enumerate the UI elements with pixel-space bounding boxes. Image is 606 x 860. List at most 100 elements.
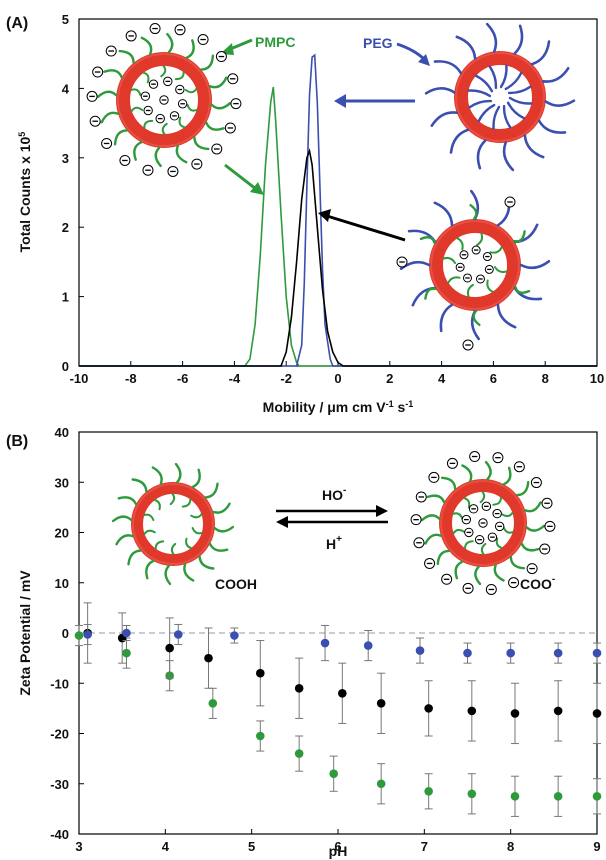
polymer-chain [212,502,231,514]
point-mixed [376,699,386,708]
point-peg [173,630,183,639]
a-xtick-label: -4 [229,371,241,386]
panel-a-ylabel: Total Counts x 105 [17,132,33,253]
point-peg [363,641,373,650]
membrane [131,482,215,566]
b-xtick-label: 4 [162,839,170,854]
a-ytick-label: 3 [62,151,69,166]
point-pmpc [255,731,265,741]
polymer-chain [485,22,498,53]
polymer-chain [489,246,503,254]
polymer-chain [502,104,512,129]
polymer-chain [178,116,186,129]
polymer-chain [184,88,198,94]
b-xtick-label: 8 [507,839,514,854]
b-ytick-label: -40 [50,827,69,842]
point-pmpc [592,792,602,801]
polymer-chain [133,141,143,161]
polymer-chain [143,119,154,129]
polymer-chain [210,102,232,110]
point-mixed [165,643,174,653]
point-mixed [467,706,477,716]
polymer-chain [513,230,526,243]
a-ytick-label: 0 [62,359,69,374]
polymer-chain [169,493,176,506]
polymer-chain [477,103,496,123]
polymer-chain [430,111,459,127]
polymer-chain [411,286,437,307]
polymer-chain [520,542,540,552]
polymer-chain [541,67,570,83]
polymer-chain [472,309,481,326]
polymer-chain [495,537,503,549]
point-mixed [553,706,563,716]
polymer-chain [145,559,155,580]
polymer-chain [130,106,144,112]
membrane [429,219,521,311]
point-pmpc [510,792,520,801]
polymer-chain [419,236,436,245]
membrane [116,52,212,148]
polymer-chain [204,482,219,499]
polymer-chain [447,276,461,284]
polymer-chain [127,549,142,566]
polymer-chain [183,563,195,582]
panel-a-xlabel: Mobility / μm cm V-1 s-1 [263,399,414,415]
panel-a-ticks: -10 -8 -6 -4 -2 0 2 4 6 8 10 0 1 2 3 4 5 [62,12,604,386]
panel-b-vesicle-illustrations [111,451,556,595]
panel-b-chart: 3 4 5 6 7 8 9 -40 -30 -20 -10 0 10 20 30 40 pH Zeta Pot… [17,425,602,859]
polymer-chain [467,89,492,98]
polymer-chain [174,462,182,484]
polymer-chain [426,494,446,504]
a-xtick-label: 4 [438,371,446,386]
point-pmpc [122,648,131,658]
polymer-chain [480,542,487,555]
membrane-highlight [440,480,526,566]
mixed-vesicle-illustration [396,189,551,351]
point-pmpc [208,699,218,708]
polymer-chain [436,549,451,566]
polymer-chain [200,54,215,71]
panel-b-ylabel: Zeta Potential / mV [17,570,33,696]
point-pmpc [376,779,386,789]
panel-b-xlabel: pH [329,843,348,859]
membrane-highlight [430,220,520,310]
polymer-chain [115,534,134,546]
peg-annotation: PEG [363,35,393,51]
membrane-highlight [132,483,214,565]
polymer-chain [502,141,515,172]
point-peg [122,628,131,638]
pmpc-peak-arrow [224,163,264,195]
polymer-chain [154,499,161,511]
point-mixed [510,709,520,718]
polymer-chain [208,542,229,552]
polymer-chain [213,525,235,533]
polymer-chain [537,119,567,134]
a-xtick-label: -8 [125,371,137,386]
b-ytick-label: 30 [55,475,69,490]
pmpc-annotation: PMPC [255,34,295,50]
polymer-chain [515,480,530,497]
reaction-arrows [276,505,388,528]
polymer-chain [493,266,508,274]
polymer-chain [513,223,539,244]
polymer-chain [190,513,203,519]
polymer-chain [474,74,494,93]
b-ytick-label: -20 [50,727,69,742]
cooh-vesicle-illustration [111,462,235,586]
polymer-chain [442,256,457,264]
polymer-chain [140,36,153,56]
point-pmpc [329,769,338,778]
point-peg [230,631,239,640]
membrane-highlight [117,53,211,147]
point-peg [83,630,92,639]
polymer-chain [474,565,482,586]
membrane-highlight [455,52,545,142]
a-ytick-label: 5 [62,12,69,27]
polymer-chain [96,90,118,98]
panel-a-label: (A) [6,15,28,32]
polymer-chain [509,555,526,570]
b-xtick-label: 9 [593,839,600,854]
polymer-chain [466,283,474,298]
